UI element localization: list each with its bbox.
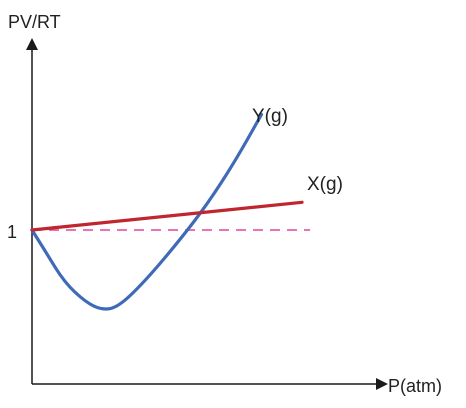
series-label-y-g: Y(g) <box>252 106 288 127</box>
series-line-x-g <box>30 200 304 232</box>
series-label-x-g: X(g) <box>307 174 343 195</box>
y-tick-label-1: 1 <box>7 222 17 242</box>
series-line-y-g <box>30 112 264 311</box>
y-axis-label: PV/RT <box>8 12 61 32</box>
x-axis-label: P(atm) <box>388 376 442 396</box>
